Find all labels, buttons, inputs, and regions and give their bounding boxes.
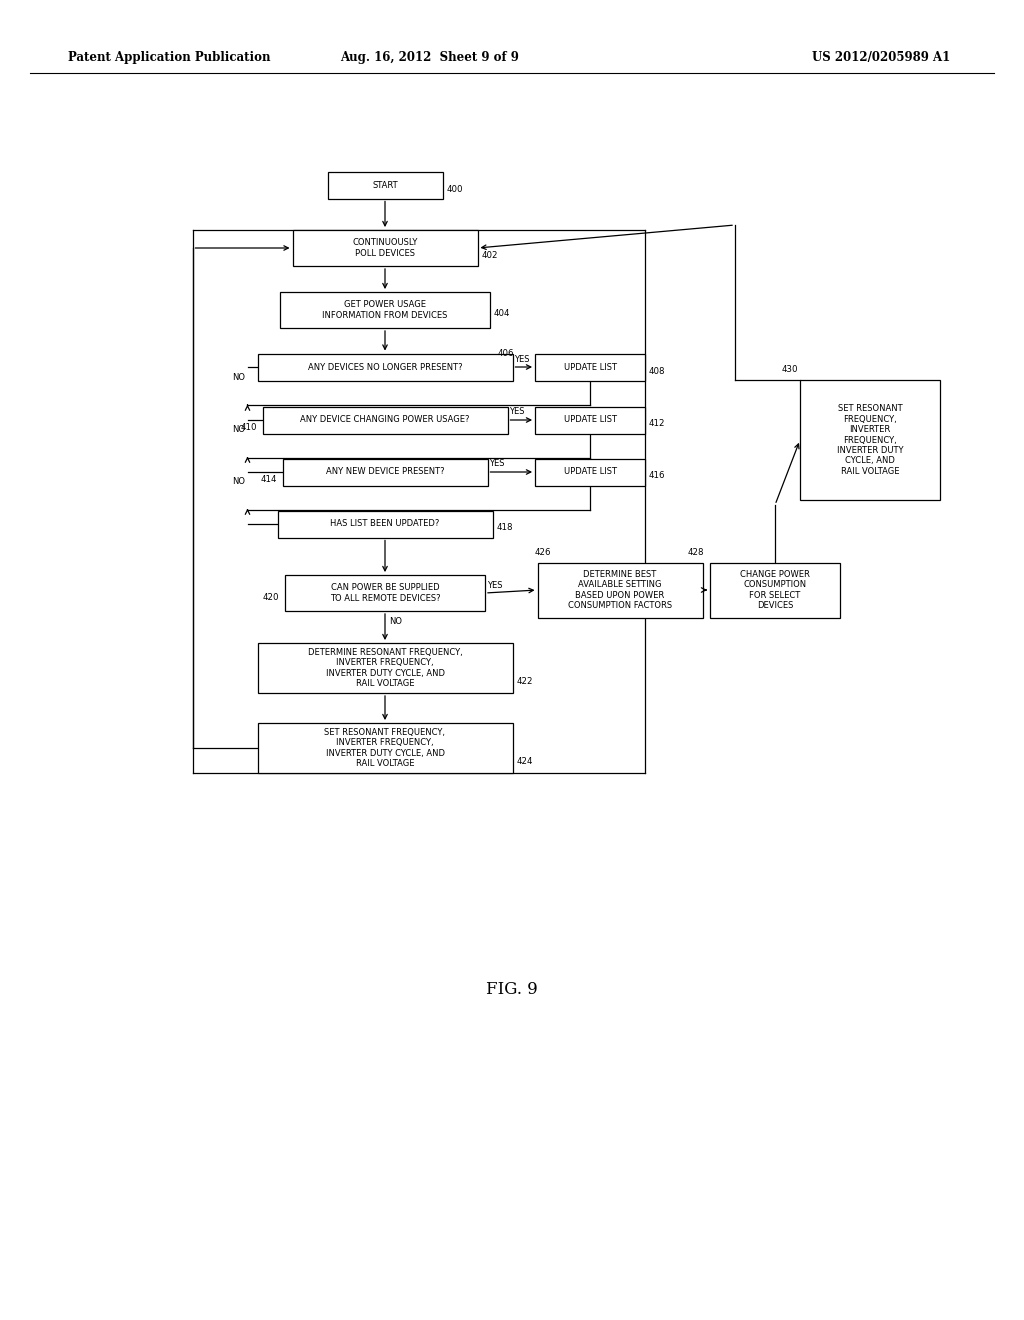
Text: 418: 418 bbox=[497, 524, 513, 532]
FancyBboxPatch shape bbox=[293, 230, 477, 267]
Text: 406: 406 bbox=[498, 348, 514, 358]
Text: 400: 400 bbox=[446, 185, 463, 194]
Text: 410: 410 bbox=[241, 424, 257, 433]
FancyBboxPatch shape bbox=[800, 380, 940, 500]
Text: YES: YES bbox=[514, 355, 530, 363]
FancyBboxPatch shape bbox=[278, 511, 493, 537]
Text: YES: YES bbox=[510, 408, 525, 417]
Text: NO: NO bbox=[232, 478, 246, 487]
FancyBboxPatch shape bbox=[257, 723, 512, 774]
Text: 404: 404 bbox=[494, 309, 511, 318]
Text: SET RESONANT
FREQUENCY,
INVERTER
FREQUENCY,
INVERTER DUTY
CYCLE, AND
RAIL VOLTAG: SET RESONANT FREQUENCY, INVERTER FREQUEN… bbox=[837, 404, 903, 475]
Text: UPDATE LIST: UPDATE LIST bbox=[563, 416, 616, 425]
Text: YES: YES bbox=[489, 459, 505, 469]
FancyBboxPatch shape bbox=[285, 576, 485, 611]
Text: HAS LIST BEEN UPDATED?: HAS LIST BEEN UPDATED? bbox=[331, 520, 439, 528]
Text: 424: 424 bbox=[516, 758, 534, 767]
Text: 412: 412 bbox=[649, 420, 666, 429]
FancyBboxPatch shape bbox=[535, 458, 645, 486]
FancyBboxPatch shape bbox=[538, 562, 702, 618]
Text: START: START bbox=[372, 181, 397, 190]
Text: 430: 430 bbox=[782, 366, 799, 375]
Text: Patent Application Publication: Patent Application Publication bbox=[68, 50, 270, 63]
Text: NO: NO bbox=[232, 372, 246, 381]
Text: FIG. 9: FIG. 9 bbox=[486, 982, 538, 998]
Text: US 2012/0205989 A1: US 2012/0205989 A1 bbox=[812, 50, 950, 63]
Text: 422: 422 bbox=[516, 677, 534, 686]
Text: DETERMINE RESONANT FREQUENCY,
INVERTER FREQUENCY,
INVERTER DUTY CYCLE, AND
RAIL : DETERMINE RESONANT FREQUENCY, INVERTER F… bbox=[307, 648, 463, 688]
FancyBboxPatch shape bbox=[535, 354, 645, 380]
Text: YES: YES bbox=[487, 581, 503, 590]
FancyBboxPatch shape bbox=[328, 172, 442, 198]
Text: GET POWER USAGE
INFORMATION FROM DEVICES: GET POWER USAGE INFORMATION FROM DEVICES bbox=[323, 300, 447, 319]
Text: 416: 416 bbox=[649, 471, 666, 480]
Text: 402: 402 bbox=[481, 252, 498, 260]
Text: NO: NO bbox=[389, 616, 402, 626]
Text: UPDATE LIST: UPDATE LIST bbox=[563, 363, 616, 371]
Text: ANY DEVICE CHANGING POWER USAGE?: ANY DEVICE CHANGING POWER USAGE? bbox=[300, 416, 470, 425]
Text: DETERMINE BEST
AVAILABLE SETTING
BASED UPON POWER
CONSUMPTION FACTORS: DETERMINE BEST AVAILABLE SETTING BASED U… bbox=[568, 570, 672, 610]
Text: 420: 420 bbox=[263, 593, 280, 602]
FancyBboxPatch shape bbox=[710, 562, 840, 618]
FancyBboxPatch shape bbox=[257, 354, 512, 380]
FancyBboxPatch shape bbox=[257, 643, 512, 693]
Text: NO: NO bbox=[232, 425, 246, 434]
Text: 428: 428 bbox=[688, 548, 705, 557]
FancyBboxPatch shape bbox=[280, 292, 490, 327]
Text: CONTINUOUSLY
POLL DEVICES: CONTINUOUSLY POLL DEVICES bbox=[352, 239, 418, 257]
Text: CHANGE POWER
CONSUMPTION
FOR SELECT
DEVICES: CHANGE POWER CONSUMPTION FOR SELECT DEVI… bbox=[740, 570, 810, 610]
FancyBboxPatch shape bbox=[535, 407, 645, 433]
FancyBboxPatch shape bbox=[262, 407, 508, 433]
FancyBboxPatch shape bbox=[283, 458, 487, 486]
Text: CAN POWER BE SUPPLIED
TO ALL REMOTE DEVICES?: CAN POWER BE SUPPLIED TO ALL REMOTE DEVI… bbox=[330, 583, 440, 603]
Text: ANY DEVICES NO LONGER PRESENT?: ANY DEVICES NO LONGER PRESENT? bbox=[307, 363, 462, 371]
Text: 426: 426 bbox=[535, 548, 551, 557]
Text: SET RESONANT FREQUENCY,
INVERTER FREQUENCY,
INVERTER DUTY CYCLE, AND
RAIL VOLTAG: SET RESONANT FREQUENCY, INVERTER FREQUEN… bbox=[325, 727, 445, 768]
Text: UPDATE LIST: UPDATE LIST bbox=[563, 467, 616, 477]
Text: ANY NEW DEVICE PRESENT?: ANY NEW DEVICE PRESENT? bbox=[326, 467, 444, 477]
Text: 408: 408 bbox=[649, 367, 666, 375]
Text: Aug. 16, 2012  Sheet 9 of 9: Aug. 16, 2012 Sheet 9 of 9 bbox=[341, 50, 519, 63]
Text: 414: 414 bbox=[260, 475, 278, 484]
